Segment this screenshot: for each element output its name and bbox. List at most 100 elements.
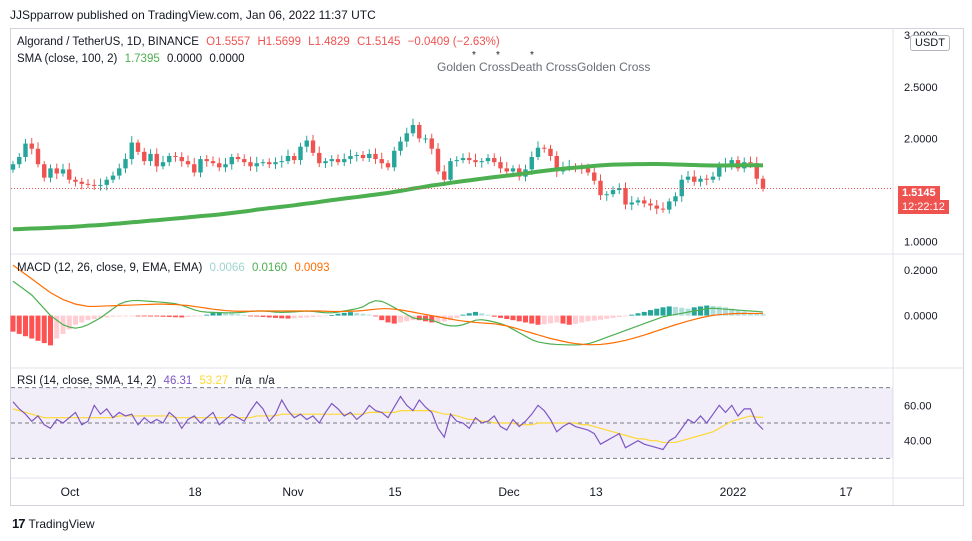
candle-body [67,169,72,180]
macd-histogram-bar [304,315,310,318]
candle-body [692,176,697,182]
macd-histogram-bar [729,308,735,316]
candle-body [342,159,347,163]
main-legend: Algorand / TetherUS, 1D, BINANCE O1.5557… [17,36,504,48]
macd-histogram-bar [166,315,172,317]
candle-body [679,179,684,197]
footer-brand-label: TradingView [28,516,95,531]
candle-body [423,138,428,140]
candle-body [642,200,647,204]
macd-histogram-bar [441,315,447,322]
candle-body [729,160,734,165]
macd-histogram-bar [316,315,322,317]
macd-histogram-bar [291,315,297,319]
macd-histogram-bar [735,310,741,316]
macd-histogram-bar [654,308,660,316]
candle-body [760,178,766,189]
candle-body [617,187,622,191]
macd-signal-value: 0.0093 [294,262,330,274]
macd-histogram-bar [529,315,535,324]
ohlc-high: H1.5699 [257,36,301,48]
macd-histogram-bar [116,315,122,317]
macd-histogram-bar [535,315,541,325]
sma-line [12,162,764,232]
macd-histogram-bar [354,312,360,316]
candle-body [242,159,247,163]
candle-body [398,141,403,151]
macd-histogram-bar [210,312,216,316]
macd-histogram-bar [616,315,622,317]
macd-histogram-bar [254,315,260,317]
candle-body [379,159,384,164]
candle-body [648,203,653,206]
macd-histogram-bar [604,315,610,319]
macd-histogram-bar [310,315,316,317]
macd-histogram-bar [448,315,453,321]
macd-axis-tick: 0.2000 [904,265,938,277]
macd-histogram-bar [241,315,247,316]
macd-histogram-bar [98,315,103,318]
candle-body [60,169,66,174]
candle-body [442,171,447,180]
x-axis-tick: 18 [188,485,202,499]
x-axis-tick: Oct [61,485,80,499]
macd-histogram-bar [341,312,347,316]
macd-histogram-bar [273,315,278,318]
candle-body [717,167,722,177]
macd-histogram-bar [754,313,760,316]
macd-histogram-bar [579,315,585,323]
rsi-line [12,395,764,451]
macd-signal-line [12,264,763,346]
macd-histogram-bar [104,315,110,318]
macd-histogram-bar [235,314,241,316]
candle-body [323,161,328,164]
macd-histogram-bar [110,315,116,317]
macd-line-value: 0.0160 [251,262,288,274]
candle-body [23,143,28,158]
candle-body [754,163,759,179]
candle-body [179,157,184,162]
macd-histogram-bar [379,315,385,321]
chart-frame [10,28,964,506]
x-axis-tick: 13 [589,485,603,499]
candle-body [448,161,453,180]
macd-histogram-bar [460,314,466,316]
candle-body [292,155,297,161]
candle-body [167,155,172,163]
macd-histogram-bar [179,315,185,318]
currency-button[interactable]: USDT [910,35,950,51]
candle-body [510,168,516,172]
macd-histogram-bar [585,315,591,322]
candle-body [479,161,484,163]
cross-marker-icon: * [496,50,500,61]
macd-histogram-bar [710,305,716,316]
sma-value-2: 0.0000 [166,53,203,65]
candle-body [98,184,103,186]
candle-body [373,153,378,160]
macd-histogram-bar [160,315,166,317]
macd-histogram-bar [466,313,472,316]
macd-histogram-bar [373,315,378,317]
macd-histogram-bar [648,310,653,316]
macd-histogram-bar [185,315,191,317]
candle-body [160,162,166,167]
footer-brand[interactable]: 17 TradingView [12,516,95,531]
macd-histogram-bar [204,314,210,316]
macd-histogram-bar [541,315,547,325]
candle-body [410,124,416,134]
macd-histogram-bar [510,315,516,321]
macd-histogram-bar [248,315,253,317]
macd-histogram-bar [198,315,203,317]
candle-body [298,146,303,161]
macd-axis-tick: 0.0000 [904,311,938,323]
candle-body [704,178,709,180]
candle-body [123,159,128,169]
x-axis-tick: 2022 [720,485,747,499]
macd-histogram-bar [360,313,366,316]
cross-marker-icon: * [530,50,534,61]
x-axis-tick: 15 [388,485,402,499]
candle-body [310,140,316,153]
rsi-label: RSI (14, close, SMA, 14, 2) [17,375,157,387]
candle-body [260,162,266,164]
candle-body [460,158,466,161]
